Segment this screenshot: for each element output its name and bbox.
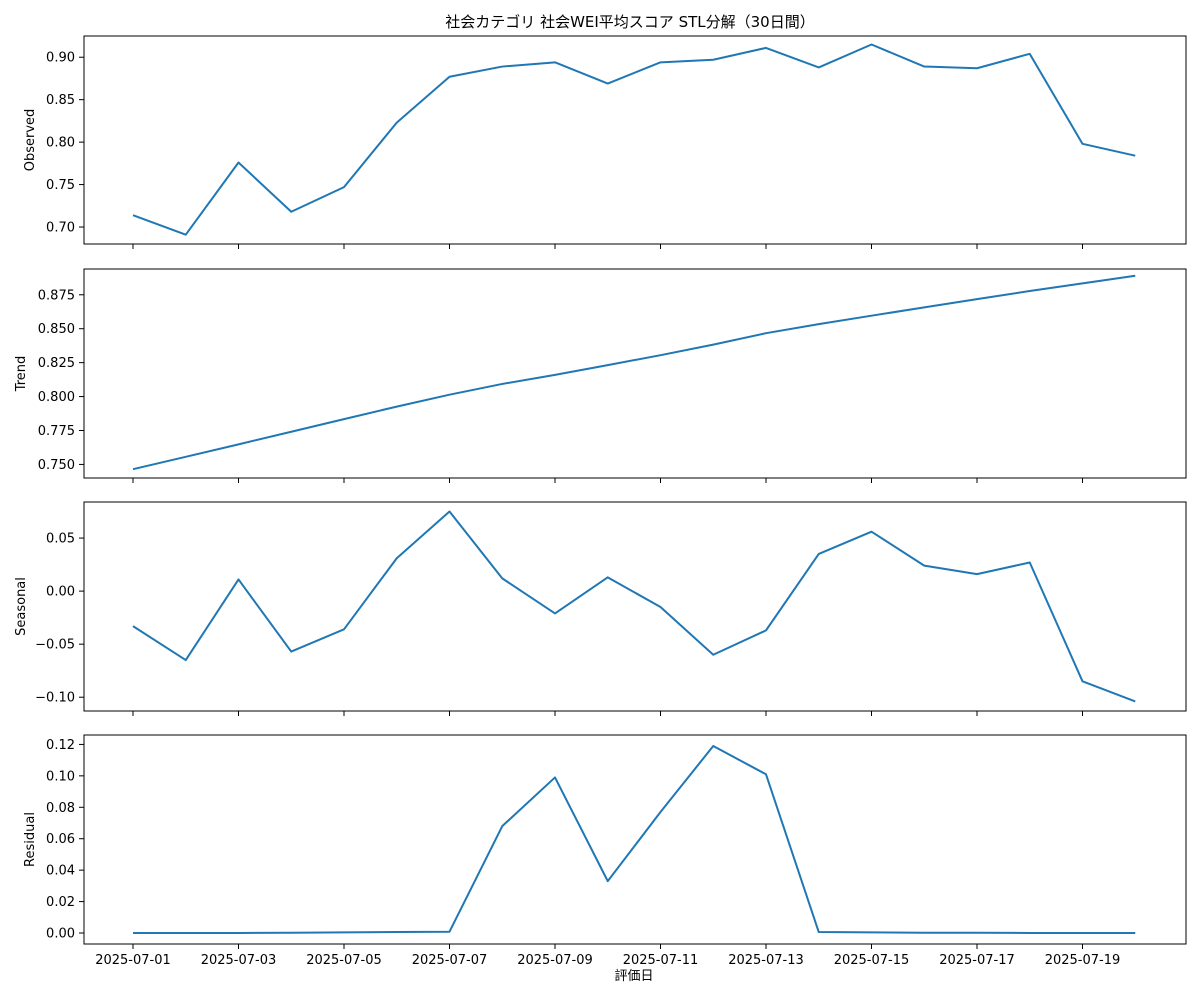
x-axis-label: 評価日 — [614, 969, 653, 984]
axes-frame — [83, 734, 1187, 945]
axes-frame — [83, 35, 1187, 245]
x-tick-label: 2025-07-19 — [1045, 953, 1121, 968]
y-axis-label: Residual — [23, 812, 38, 867]
y-tick-label: 0.825 — [38, 356, 75, 371]
subplot-residual: 0.00 0.02 0.04 0.06 0.08 0.10 0.12 Residual 2025… — [23, 734, 1187, 968]
axes-frame — [83, 268, 1187, 479]
series-line-trend — [132, 274, 1136, 471]
subplot-trend: 0.750 0.775 0.800 0.825 0.850 0.875 Trend — [14, 268, 1187, 483]
y-tick-label: 0.04 — [46, 864, 75, 879]
series-line-observed — [132, 43, 1136, 236]
y-tick-label: 0.775 — [38, 424, 75, 439]
x-tick-label: 2025-07-03 — [201, 953, 277, 968]
x-tick-label: 2025-07-13 — [728, 953, 804, 968]
y-tick-label: 0.875 — [38, 288, 75, 303]
y-tick-label: 0.12 — [46, 738, 75, 753]
y-tick-label: 0.05 — [46, 532, 75, 547]
y-tick-label: 0.80 — [46, 136, 75, 151]
x-tick-label: 2025-07-01 — [95, 953, 171, 968]
axes-frame — [83, 501, 1187, 712]
y-axis-label: Observed — [23, 109, 38, 172]
y-axis-label: Trend — [14, 356, 29, 393]
x-tick-label: 2025-07-07 — [412, 953, 488, 968]
x-tick-label: 2025-07-15 — [834, 953, 910, 968]
x-tick-label: 2025-07-05 — [306, 953, 382, 968]
series-line-residual — [133, 745, 1136, 934]
y-tick-label: 0.00 — [46, 585, 75, 600]
y-axis-label: Seasonal — [14, 577, 29, 636]
y-tick-label: 0.00 — [46, 927, 75, 942]
y-tick-label: 0.10 — [46, 769, 75, 784]
y-tick-label: 0.75 — [46, 178, 75, 193]
y-tick-label: 0.800 — [38, 390, 75, 405]
series-line-seasonal — [132, 510, 1136, 703]
y-tick-label: 0.90 — [46, 51, 75, 66]
x-tick-label: 2025-07-17 — [939, 953, 1015, 968]
chart-title: 社会カテゴリ 社会WEI平均スコア STL分解（30日間） — [445, 13, 814, 31]
x-tick-label: 2025-07-11 — [623, 953, 699, 968]
y-tick-label: 0.06 — [46, 832, 75, 847]
y-tick-label: −0.05 — [35, 638, 75, 653]
x-tick-label: 2025-07-09 — [517, 953, 593, 968]
y-tick-label: 0.08 — [46, 801, 75, 816]
y-tick-label: 0.02 — [46, 895, 75, 910]
subplots: 0.700.750.800.850.90Observed0.7500.7750.… — [14, 35, 1187, 968]
y-tick-label: 0.70 — [46, 221, 75, 236]
y-tick-label: −0.10 — [35, 691, 75, 706]
y-tick-label: 0.85 — [46, 93, 75, 108]
y-tick-label: 0.850 — [38, 322, 75, 337]
y-tick-label: 0.750 — [38, 458, 75, 473]
subplot-seasonal: −0.10 −0.05 0.00 0.05 Seasonal — [14, 501, 1187, 716]
subplot-observed: 0.70 0.75 0.80 0.85 0.90 Observed — [23, 35, 1187, 249]
